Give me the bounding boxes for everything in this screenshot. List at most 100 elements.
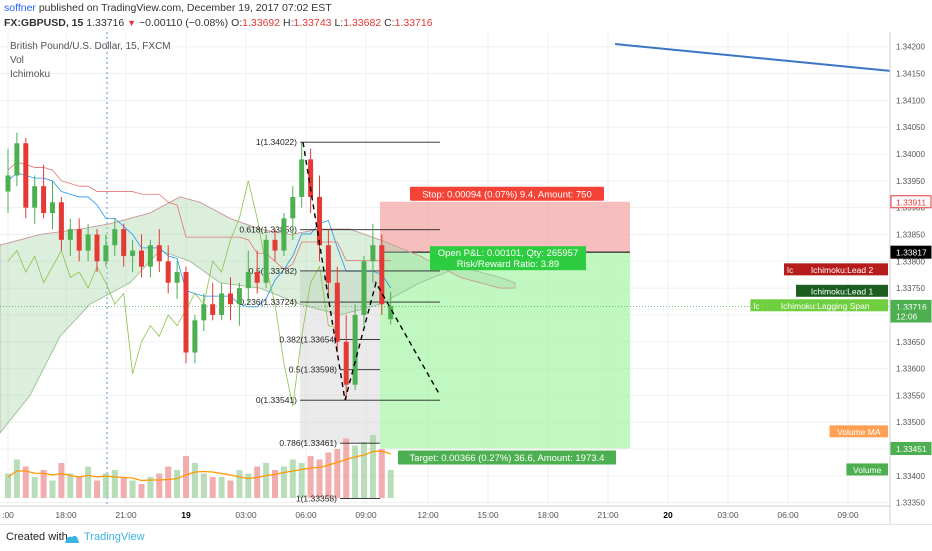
candle-body[interactable] — [201, 304, 207, 321]
series-label-box[interactable] — [846, 463, 888, 476]
time-tick-label: 09:00 — [837, 510, 859, 520]
candle-body[interactable] — [245, 272, 251, 289]
low-value: 1.33682 — [343, 17, 382, 29]
candle-body[interactable] — [139, 250, 144, 267]
candle-body[interactable] — [299, 159, 305, 197]
candle-body[interactable] — [94, 234, 100, 262]
candle-body[interactable] — [192, 320, 198, 353]
candle-body[interactable] — [147, 245, 153, 267]
stop-zone[interactable] — [380, 201, 630, 253]
candle-body[interactable] — [14, 143, 20, 176]
time-tick-label: 21:00 — [597, 510, 619, 520]
volume-bar — [183, 456, 189, 498]
candle-body[interactable] — [290, 196, 296, 219]
target-zone[interactable] — [380, 252, 630, 449]
fib-level-label: 0.618(1.33859) — [239, 225, 297, 235]
candle-body[interactable] — [370, 245, 376, 262]
candle-body[interactable] — [228, 293, 233, 305]
price-tick-label: 1.33950 — [896, 177, 925, 186]
candle-body[interactable] — [5, 175, 11, 192]
volume-bar — [31, 477, 38, 498]
time-tick-label: 21:00 — [115, 510, 137, 520]
author-link[interactable]: soffner — [4, 2, 36, 14]
candle-body[interactable] — [156, 245, 162, 262]
candle-body[interactable] — [23, 143, 29, 208]
candle-body[interactable] — [317, 196, 322, 246]
candle-body[interactable] — [130, 250, 136, 256]
projection-path[interactable] — [302, 142, 441, 401]
candle-body[interactable] — [67, 229, 73, 240]
candle-body[interactable] — [103, 245, 109, 262]
low-label: L: — [334, 17, 344, 29]
fib-level-label: 0.5(1.33782) — [249, 266, 297, 276]
volume-bar — [174, 470, 181, 498]
volume-bar — [245, 473, 252, 498]
candle-body[interactable] — [352, 314, 358, 385]
time-tick-label: 09:00 — [355, 510, 377, 520]
candle-body[interactable] — [281, 218, 287, 251]
price-axis-background[interactable] — [890, 32, 932, 524]
candle-body[interactable] — [263, 239, 269, 283]
candle-body[interactable] — [219, 293, 225, 315]
candle-body[interactable] — [165, 261, 171, 283]
volume-bar — [120, 477, 127, 498]
candle-body[interactable] — [41, 186, 47, 214]
candle-body[interactable] — [121, 229, 127, 256]
fib-level-label: 0.382(1.33654) — [279, 335, 337, 345]
candle-body[interactable] — [210, 304, 216, 315]
candle-body[interactable] — [174, 272, 180, 283]
series-prefix: Ic — [753, 302, 759, 311]
candle-body[interactable] — [112, 229, 118, 246]
series-label-box[interactable] — [796, 263, 888, 276]
candle-body[interactable] — [76, 229, 82, 251]
candle-body[interactable] — [254, 272, 260, 283]
price-tick-label: 1.33550 — [896, 391, 925, 400]
publish-line: soffner published on TradingView.com, De… — [4, 2, 332, 14]
candle-body[interactable] — [236, 288, 242, 305]
price-tick-label: 1.33850 — [896, 230, 925, 239]
candle-body[interactable] — [325, 245, 331, 283]
candle-body[interactable] — [85, 234, 91, 251]
target-label-box[interactable] — [398, 450, 616, 465]
candle-body[interactable] — [379, 245, 385, 305]
time-tick-label: 15:00 — [477, 510, 499, 520]
price-tick-label: 1.33800 — [896, 257, 925, 266]
candle-body[interactable] — [50, 202, 55, 214]
series-label: Ichimoku:Lagging Span — [781, 301, 870, 311]
volume-bar — [263, 463, 270, 498]
axis-price-tag[interactable] — [890, 245, 932, 259]
series-label-box[interactable] — [829, 425, 888, 438]
volume-bar — [298, 463, 305, 498]
open-position-shade — [300, 272, 380, 444]
candle-body[interactable] — [388, 306, 394, 320]
legend-title: British Pound/U.S. Dollar, 15, FXCM — [10, 41, 171, 52]
open-pl-label: Open P&L: 0.00101, Qty: 265957 — [438, 248, 579, 259]
volume-bar — [218, 477, 225, 498]
stop-label-box[interactable] — [410, 186, 604, 201]
volume-bar — [111, 470, 118, 498]
volume-bar — [307, 456, 314, 498]
candle-body[interactable] — [361, 261, 367, 315]
chart-area[interactable]: 1(1.34022) 0.618(1.33859) 0.5(1.33782) 0.23… — [0, 32, 932, 524]
volume-bar — [387, 470, 394, 498]
axis-price-tag[interactable] — [890, 309, 932, 323]
candle-body[interactable] — [272, 239, 278, 251]
axis-price-tag[interactable] — [890, 442, 932, 456]
series-label: Volume — [853, 465, 882, 475]
candle-body[interactable] — [334, 282, 340, 342]
candle-body[interactable] — [183, 272, 189, 353]
candle-body[interactable] — [58, 202, 64, 240]
candle-body[interactable] — [308, 159, 314, 197]
series-label-box[interactable] — [762, 299, 888, 312]
series-label-box[interactable] — [796, 284, 888, 297]
trendline[interactable] — [614, 43, 891, 72]
time-tick-label: 12:00 — [417, 510, 439, 520]
price-chart[interactable]: 1(1.34022) 0.618(1.33859) 0.5(1.33782) 0.23… — [0, 32, 932, 524]
axis-price-tag[interactable] — [890, 195, 932, 209]
risk-reward-label: Risk/Reward Ratio: 3.89 — [457, 259, 559, 270]
pl-box[interactable] — [430, 246, 586, 271]
candle-body[interactable] — [343, 341, 349, 385]
publish-info: published on TradingView.com, December 1… — [38, 2, 332, 14]
price-tick-label: 1.33750 — [896, 284, 925, 293]
candle-body[interactable] — [32, 186, 38, 208]
